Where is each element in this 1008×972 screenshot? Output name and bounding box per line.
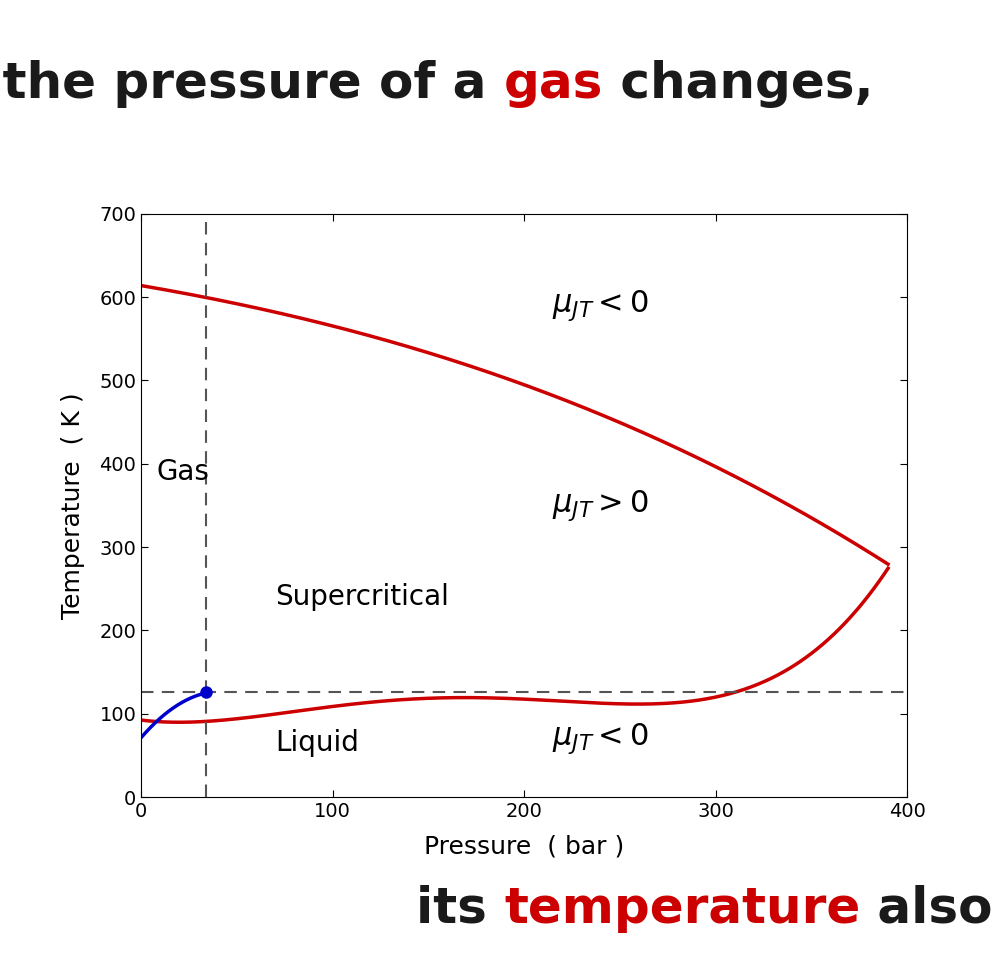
Text: Liquid: Liquid bbox=[275, 729, 359, 757]
Text: $\mu_\mathit{JT} > 0$: $\mu_\mathit{JT} > 0$ bbox=[552, 488, 649, 523]
Text: Gas: Gas bbox=[156, 459, 210, 486]
X-axis label: Pressure  ( bar ): Pressure ( bar ) bbox=[424, 835, 624, 859]
Text: temperature: temperature bbox=[504, 885, 860, 933]
Text: gas: gas bbox=[504, 59, 604, 108]
Text: When the pressure of a: When the pressure of a bbox=[0, 59, 504, 108]
Text: $\mu_\mathit{JT} < 0$: $\mu_\mathit{JT} < 0$ bbox=[552, 288, 649, 323]
Text: $\mu_\mathit{JT} < 0$: $\mu_\mathit{JT} < 0$ bbox=[552, 721, 649, 756]
Text: Supercritical: Supercritical bbox=[275, 583, 449, 611]
Y-axis label: Temperature  ( K ): Temperature ( K ) bbox=[61, 392, 86, 619]
Text: its: its bbox=[415, 885, 504, 933]
Text: changes,: changes, bbox=[604, 59, 874, 108]
Text: also changes.: also changes. bbox=[860, 885, 1008, 933]
